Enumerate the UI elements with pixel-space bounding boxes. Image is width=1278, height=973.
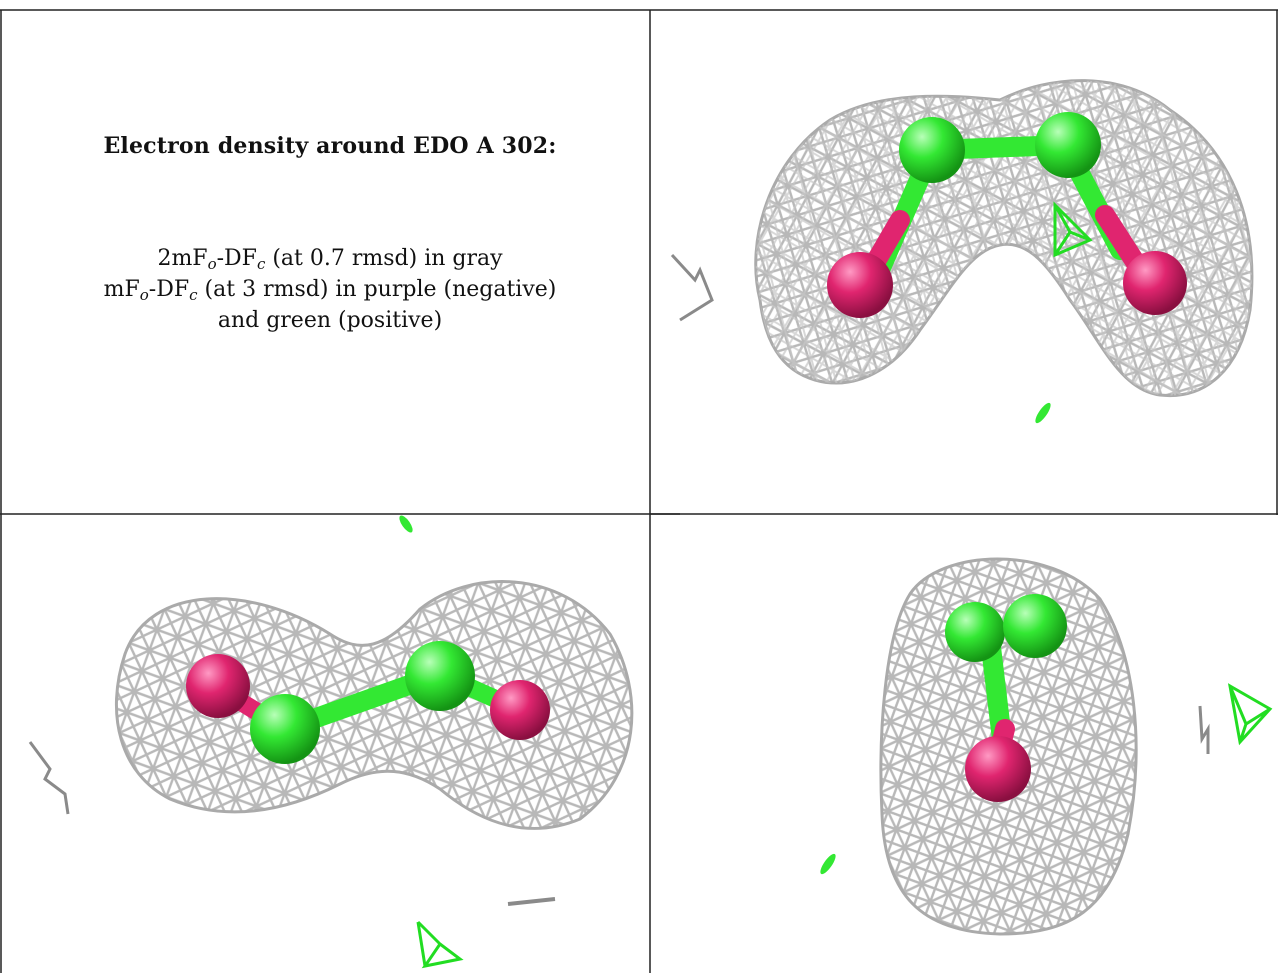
legend-line-2fo-fc: 2mFo-DFc (at 0.7 rmsd) in gray	[0, 243, 650, 274]
positive-density-blob	[416, 920, 464, 969]
legend-text: -DF	[148, 277, 190, 302]
neighbor-stick	[507, 897, 556, 906]
subscript-o: o	[139, 286, 149, 304]
legend-line-3: and green (positive)	[217, 308, 443, 333]
carbon-atom	[1003, 594, 1067, 658]
oxygen-atom	[965, 736, 1031, 802]
carbon-atom	[250, 694, 320, 764]
molecule-render-2	[28, 515, 634, 969]
subscript-c: c	[256, 255, 266, 273]
bottom-left-view	[0, 514, 650, 973]
legend-text: mF	[103, 277, 140, 302]
molecule-render-3	[820, 557, 1273, 936]
positive-density-blob	[820, 853, 836, 875]
top-right-view	[650, 0, 1278, 514]
molecule-render-1	[670, 79, 1254, 424]
carbon-atom	[899, 117, 965, 183]
carbon-atom	[945, 602, 1005, 662]
oxygen-atom	[490, 680, 550, 740]
legend-text: -DF	[216, 246, 257, 271]
neighbor-stick	[670, 253, 714, 322]
legend-text: 2mF	[157, 246, 208, 271]
neighbor-stick	[28, 741, 70, 815]
caption-panel: Electron density around EDO A 302: 2mFo-…	[0, 0, 650, 514]
positive-density-blob	[399, 515, 413, 533]
oxygen-atom	[827, 252, 893, 318]
subscript-o: o	[207, 255, 217, 273]
oxygen-atom	[1123, 251, 1187, 315]
figure-title: Electron density around EDO A 302:	[103, 133, 557, 159]
positive-density-blob	[1053, 201, 1093, 258]
legend-text: (at 3 rmsd) in purple (negative)	[197, 277, 557, 302]
subscript-c: c	[189, 286, 198, 304]
positive-density-blob	[1035, 402, 1051, 424]
carbon-atom	[1035, 112, 1101, 178]
carbon-atom	[405, 641, 475, 711]
legend-line-fo-fc: mFo-DFc (at 3 rmsd) in purple (negative)	[0, 274, 650, 305]
bottom-right-view	[650, 514, 1278, 973]
density-legend: 2mFo-DFc (at 0.7 rmsd) in gray mFo-DFc (…	[0, 243, 650, 336]
oxygen-atom	[186, 654, 250, 718]
legend-text: (at 0.7 rmsd) in gray	[265, 246, 503, 271]
neighbor-stick	[1198, 705, 1210, 754]
positive-density-blob	[1227, 683, 1273, 746]
